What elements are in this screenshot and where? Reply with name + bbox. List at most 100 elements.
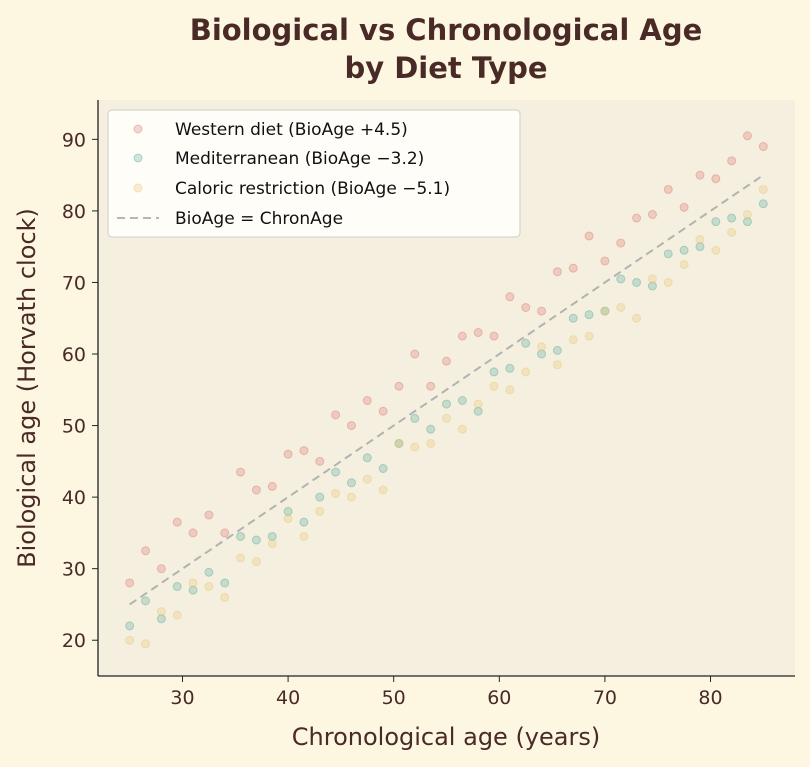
y-tick-label: 40 xyxy=(62,487,86,509)
data-point xyxy=(346,478,356,488)
data-point xyxy=(600,306,610,316)
data-point xyxy=(679,260,689,270)
data-point xyxy=(442,399,451,409)
legend-box xyxy=(107,109,521,238)
data-point xyxy=(220,592,230,602)
y-axis-label: Biological age (Horvath clock) xyxy=(13,208,41,568)
data-point xyxy=(125,621,135,631)
data-point xyxy=(663,249,673,259)
data-point xyxy=(521,367,531,377)
data-point xyxy=(299,446,309,456)
data-point xyxy=(663,184,673,194)
data-point xyxy=(473,406,483,416)
data-point xyxy=(346,492,356,502)
data-point xyxy=(410,349,420,359)
data-point xyxy=(742,131,752,141)
data-point xyxy=(632,277,642,287)
data-point xyxy=(141,546,151,556)
x-tick-label: 40 xyxy=(276,687,300,709)
data-point xyxy=(679,245,689,255)
data-point xyxy=(727,156,737,166)
x-tick-label: 80 xyxy=(698,687,722,709)
data-point xyxy=(505,292,515,302)
data-point xyxy=(584,310,594,320)
legend: Western diet (BioAge +4.5) Mediterranean… xyxy=(107,109,521,238)
data-point xyxy=(552,345,562,355)
data-point xyxy=(727,227,737,237)
y-tick-label: 50 xyxy=(62,416,86,438)
x-axis-label: Chronological age (years) xyxy=(292,723,600,751)
data-point xyxy=(552,267,562,277)
data-point xyxy=(378,485,388,495)
data-point xyxy=(394,438,404,448)
data-point xyxy=(647,274,657,284)
data-point xyxy=(378,463,388,473)
y-tick-label: 90 xyxy=(62,129,86,151)
data-point xyxy=(695,170,705,180)
data-point xyxy=(758,142,768,152)
x-tick-label: 70 xyxy=(593,687,617,709)
data-point xyxy=(505,363,515,373)
data-point xyxy=(362,453,372,463)
data-point xyxy=(204,567,214,577)
data-point xyxy=(125,578,135,588)
data-point xyxy=(331,410,341,420)
data-point xyxy=(299,531,309,541)
data-point xyxy=(172,582,182,592)
data-point xyxy=(283,506,293,516)
data-point xyxy=(505,385,515,395)
data-point xyxy=(537,342,547,352)
data-point xyxy=(584,231,594,241)
data-point xyxy=(537,349,547,359)
data-point xyxy=(695,235,705,245)
data-point xyxy=(188,585,198,595)
points-layer xyxy=(125,131,768,649)
data-point xyxy=(267,539,277,549)
data-point xyxy=(220,528,230,538)
data-point xyxy=(141,639,151,649)
data-point xyxy=(346,421,356,431)
data-point xyxy=(188,528,198,538)
legend-label-mediterranean: Mediterranean (BioAge −3.2) xyxy=(175,149,424,169)
data-point xyxy=(362,474,372,484)
data-point xyxy=(742,209,752,219)
data-point xyxy=(537,306,547,316)
legend-label-western: Western diet (BioAge +4.5) xyxy=(175,120,408,140)
data-point xyxy=(647,209,657,219)
data-point xyxy=(236,553,246,563)
data-point xyxy=(426,381,436,391)
chart-title-line1: Biological vs Chronological Age xyxy=(190,13,703,47)
data-point xyxy=(457,396,467,406)
data-point xyxy=(394,438,404,448)
data-point xyxy=(283,514,293,524)
data-point xyxy=(283,449,293,459)
data-point xyxy=(742,217,752,227)
data-point xyxy=(568,335,578,345)
data-point xyxy=(711,245,721,255)
x-tick-label: 30 xyxy=(170,687,194,709)
data-point xyxy=(647,281,657,291)
data-point xyxy=(172,610,182,620)
data-point xyxy=(410,442,420,452)
legend-label-caloric: Caloric restriction (BioAge −5.1) xyxy=(175,179,450,199)
data-point xyxy=(489,381,499,391)
data-point xyxy=(473,399,483,409)
data-point xyxy=(552,360,562,370)
data-point xyxy=(616,238,626,248)
data-point xyxy=(156,607,166,617)
data-point xyxy=(758,184,768,194)
data-point xyxy=(632,213,642,223)
data-point xyxy=(568,263,578,273)
data-point xyxy=(251,535,261,545)
data-point xyxy=(315,492,325,502)
data-point xyxy=(410,413,420,423)
data-point xyxy=(758,199,768,209)
data-point xyxy=(711,174,721,184)
data-point xyxy=(125,635,135,645)
data-point xyxy=(156,564,166,574)
data-point xyxy=(251,485,261,495)
data-point xyxy=(521,338,531,348)
legend-marker-western xyxy=(133,124,143,134)
data-point xyxy=(616,274,626,284)
x-tick-label: 50 xyxy=(382,687,406,709)
